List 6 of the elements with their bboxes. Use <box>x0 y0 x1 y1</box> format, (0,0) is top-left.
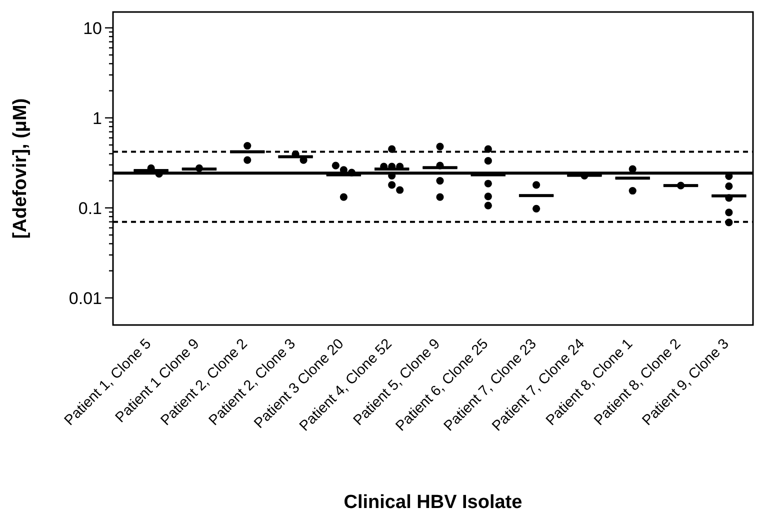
y-tick-label: 10 <box>83 18 102 38</box>
y-tick-label: 0.1 <box>78 198 102 218</box>
y-tick-label: 1 <box>92 108 102 128</box>
x-axis-title: Clinical HBV Isolate <box>344 492 522 513</box>
y-tick-label: 0.01 <box>68 288 102 308</box>
y-axis-title: [Adefovir], (μM) <box>10 98 31 239</box>
